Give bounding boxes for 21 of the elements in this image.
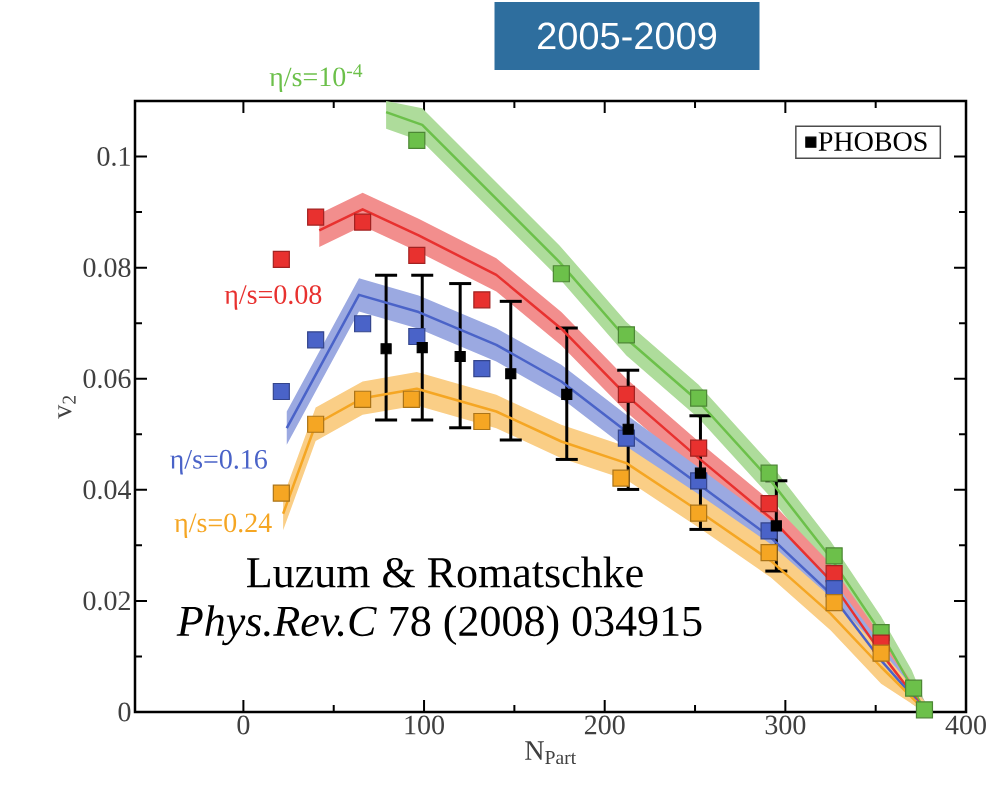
annotation: Luzum & Romatschke xyxy=(247,556,643,588)
y-tick-label: 0.1 xyxy=(97,147,130,167)
chart-title: 2005-2009 xyxy=(538,22,717,50)
series-label: η/s=0.16 xyxy=(170,449,267,475)
x-tick-label: 300 xyxy=(765,715,806,735)
series-label: η/s=0.08 xyxy=(224,285,322,310)
legend-label: PHOBOS xyxy=(818,132,927,151)
y-tick-label: 0.04 xyxy=(83,480,132,500)
y-tick-label: 0.02 xyxy=(83,591,130,611)
series-label: η/s=0.24 xyxy=(174,513,272,538)
y-tick-label: 0 xyxy=(118,702,131,722)
annotation: Phys.Rev.C 78 (2008) 034915 xyxy=(176,605,702,646)
y-axis-title: v$_{2}$ xyxy=(58,395,76,419)
series-label: η/s=10$^{-4}$ xyxy=(269,64,363,93)
y-tick-label: 0.08 xyxy=(83,258,131,278)
x-tick-label: 0 xyxy=(237,715,250,735)
x-tick-label: 200 xyxy=(584,715,625,735)
x-axis-title: N$_{Part}$ xyxy=(525,741,577,765)
y-tick-label: 0.06 xyxy=(83,369,131,389)
x-tick-label: 100 xyxy=(405,715,444,735)
x-tick-label: 400 xyxy=(945,715,986,735)
